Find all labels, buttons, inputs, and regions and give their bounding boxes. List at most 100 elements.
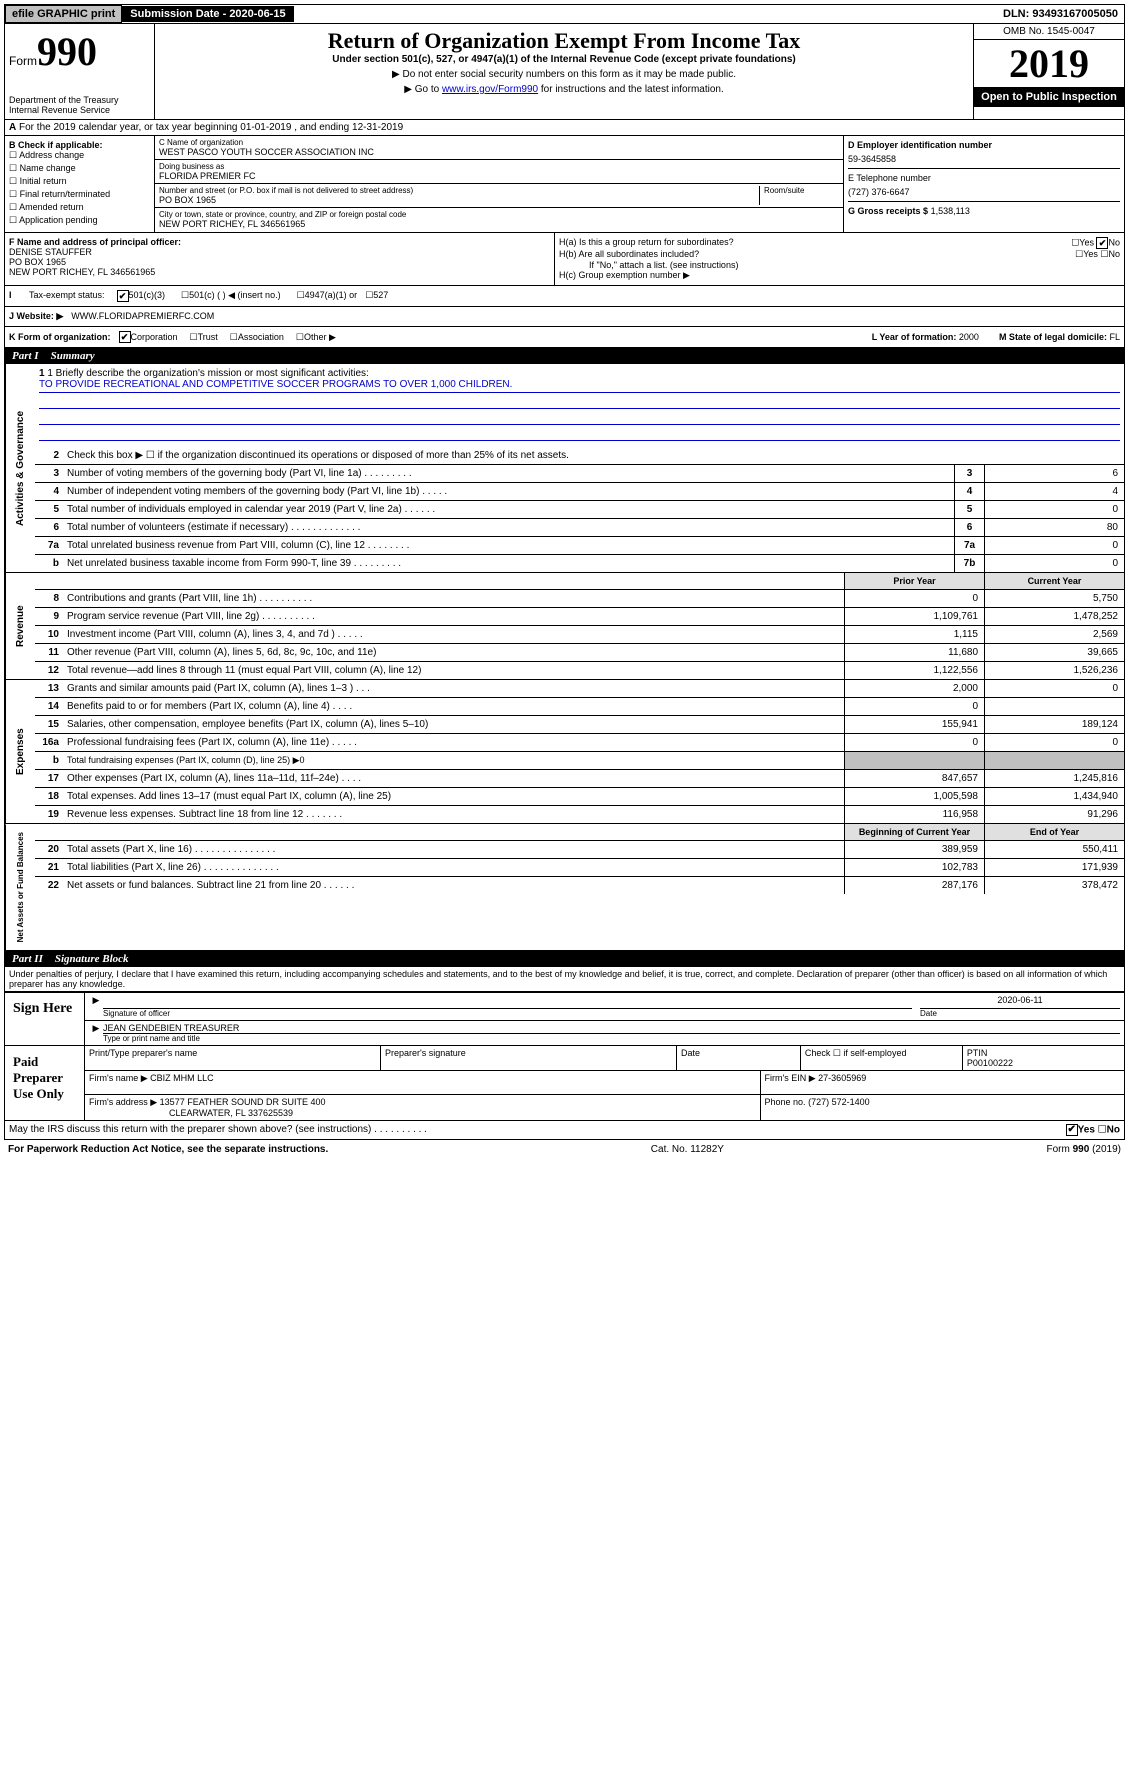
form-990: 990	[37, 29, 97, 74]
form-prefix: Form	[9, 54, 37, 68]
org-name-label: C Name of organization	[159, 138, 839, 147]
opt-501c3: 501(c)(3)	[129, 290, 166, 302]
part2-title: Signature Block	[55, 953, 129, 965]
city-label: City or town, state or province, country…	[159, 210, 839, 219]
line15: Salaries, other compensation, employee b…	[63, 716, 844, 733]
website-value: WWW.FLORIDAPREMIERFC.COM	[71, 311, 214, 322]
footer-right: Form 990 (2019)	[1047, 1144, 1121, 1155]
c11: 39,665	[984, 644, 1124, 661]
note-ssn: ▶ Do not enter social security numbers o…	[159, 69, 969, 80]
n9: 9	[35, 608, 63, 625]
year-formation: L Year of formation: 2000	[872, 332, 979, 342]
vtab-activities: Activities & Governance	[5, 364, 35, 572]
chk-amended[interactable]: ☐ Amended return	[9, 202, 150, 213]
no-label: No	[1108, 237, 1120, 247]
vtab-expenses: Expenses	[5, 680, 35, 823]
p8: 0	[844, 590, 984, 607]
discuss-text: May the IRS discuss this return with the…	[9, 1124, 1066, 1136]
efile-button[interactable]: efile GRAPHIC print	[5, 5, 122, 23]
vtab-revenue: Revenue	[5, 573, 35, 679]
line11: Other revenue (Part VIII, column (A), li…	[63, 644, 844, 661]
c20: 550,411	[984, 841, 1124, 858]
c9: 1,478,252	[984, 608, 1124, 625]
chk-pending[interactable]: ☐ Application pending	[9, 215, 150, 226]
hdr-curr: Current Year	[984, 573, 1124, 589]
opt-trust: Trust	[198, 332, 218, 342]
sig-date-label: Date	[920, 1009, 1120, 1018]
perjury-text: Under penalties of perjury, I declare th…	[4, 967, 1125, 992]
chk-address[interactable]: ☐ Address change	[9, 150, 150, 161]
line16b: Total fundraising expenses (Part IX, col…	[63, 752, 844, 769]
n8: 8	[35, 590, 63, 607]
row-fh: F Name and address of principal officer:…	[4, 233, 1125, 286]
c14	[984, 698, 1124, 715]
sig-officer-label: Signature of officer	[103, 1009, 912, 1018]
row-bcd: B Check if applicable: ☐ Address change …	[4, 136, 1125, 233]
val3: 6	[984, 465, 1124, 482]
chk-final[interactable]: ☐ Final return/terminated	[9, 189, 150, 200]
city: NEW PORT RICHEY, FL 346561965	[159, 219, 839, 229]
yes-label: Yes	[1079, 237, 1094, 247]
paid-label: Paid Preparer Use Only	[5, 1046, 85, 1120]
line3: Number of voting members of the governin…	[63, 465, 954, 482]
open-to-public: Open to Public Inspection	[974, 87, 1124, 107]
officer-name: DENISE STAUFFER	[9, 247, 92, 257]
dln: DLN: 93493167005050	[997, 6, 1124, 22]
mission-blank	[39, 395, 1120, 409]
p12: 1,122,556	[844, 662, 984, 679]
chk-501c3[interactable]	[117, 290, 129, 302]
line4: Number of independent voting members of …	[63, 483, 954, 500]
website-label: J Website: ▶	[9, 311, 63, 322]
p17: 847,657	[844, 770, 984, 787]
l-label: L Year of formation:	[872, 332, 957, 342]
mission-blank	[39, 427, 1120, 441]
sign-here-label: Sign Here	[5, 993, 85, 1045]
p22: 287,176	[844, 877, 984, 894]
p15: 155,941	[844, 716, 984, 733]
sig-name-label: Type or print name and title	[103, 1034, 1120, 1043]
mission-q: 1 Briefly describe the organization's mi…	[47, 368, 369, 379]
box7b: 7b	[954, 555, 984, 572]
form-org-label: K Form of organization:	[9, 332, 111, 342]
hc-label: H(c) Group exemption number ▶	[559, 270, 1120, 281]
chk-label: Amended return	[19, 202, 84, 212]
p18: 1,005,598	[844, 788, 984, 805]
val6: 80	[984, 519, 1124, 536]
chk-initial[interactable]: ☐ Initial return	[9, 176, 150, 187]
n14: 14	[35, 698, 63, 715]
mission-blank	[39, 411, 1120, 425]
opt-assoc: Association	[238, 332, 284, 342]
n13: 13	[35, 680, 63, 697]
tax-status-label: Tax-exempt status:	[29, 290, 105, 302]
mission-a: TO PROVIDE RECREATIONAL AND COMPETITIVE …	[39, 379, 1120, 393]
p9: 1,109,761	[844, 608, 984, 625]
ha-no-checkbox[interactable]	[1096, 237, 1108, 249]
m-label: M State of legal domicile:	[999, 332, 1107, 342]
col-h: H(a) Is this a group return for subordin…	[555, 233, 1124, 285]
row-i: I Tax-exempt status: 501(c)(3) ☐ 501(c) …	[4, 286, 1125, 307]
form-number: Form990	[9, 28, 150, 75]
tel: (727) 376-6647	[848, 187, 1120, 197]
n22: 22	[35, 877, 63, 894]
chk-corp[interactable]	[119, 331, 131, 343]
discuss-yes-checkbox[interactable]	[1066, 1124, 1078, 1136]
line18: Total expenses. Add lines 13–17 (must eq…	[63, 788, 844, 805]
c18: 1,434,940	[984, 788, 1124, 805]
n19: 19	[35, 806, 63, 823]
chk-name[interactable]: ☐ Name change	[9, 163, 150, 174]
box4: 4	[954, 483, 984, 500]
col-d: D Employer identification number 59-3645…	[844, 136, 1124, 232]
ein: 59-3645858	[848, 154, 1120, 164]
form-header: Form990 Department of the Treasury Inter…	[4, 24, 1125, 120]
topbar: efile GRAPHIC print Submission Date - 20…	[4, 4, 1125, 24]
sig-date: 2020-06-11	[920, 995, 1120, 1009]
line5: Total number of individuals employed in …	[63, 501, 954, 518]
firm-label: Firm's name ▶	[89, 1073, 148, 1083]
part1-header: Part I Summary	[4, 348, 1125, 364]
row-j: J Website: ▶ WWW.FLORIDAPREMIERFC.COM	[4, 307, 1125, 327]
opt-4947: 4947(a)(1) or	[305, 290, 358, 302]
section-activities: Activities & Governance 1 1 Briefly desc…	[4, 364, 1125, 573]
addr-label: Number and street (or P.O. box if mail i…	[159, 186, 759, 195]
col-f: F Name and address of principal officer:…	[5, 233, 555, 285]
irs-link[interactable]: www.irs.gov/Form990	[442, 84, 538, 95]
